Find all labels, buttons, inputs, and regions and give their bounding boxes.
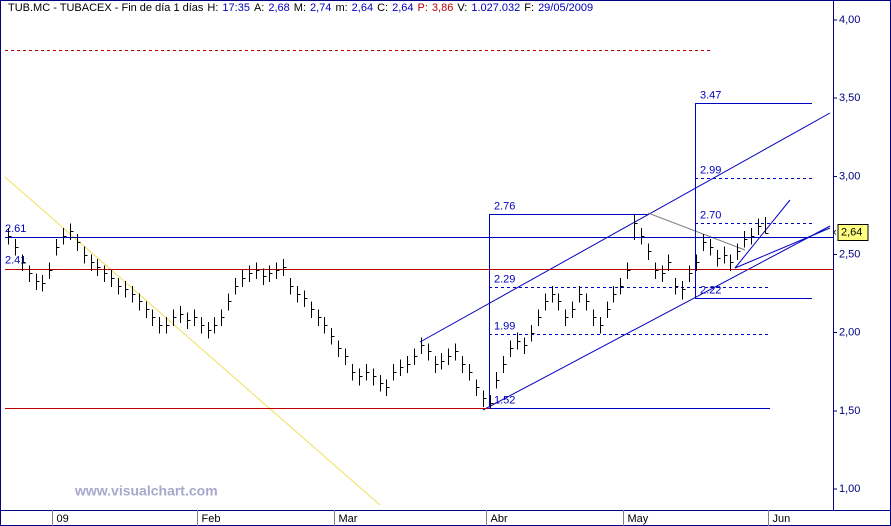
fib-label: 2.99 bbox=[700, 164, 721, 176]
header-part: 3,86 bbox=[431, 2, 454, 14]
y-tick-label: 4,00 bbox=[839, 14, 860, 26]
trend-line bbox=[419, 112, 831, 343]
x-tick-label: May bbox=[628, 513, 649, 525]
x-tick-label: Mar bbox=[339, 513, 358, 525]
trend-line bbox=[647, 212, 746, 251]
header-part: 29/05/2009 bbox=[538, 2, 594, 14]
y-tick-label: 2,50 bbox=[839, 248, 860, 260]
y-tick-label: 2,00 bbox=[839, 327, 860, 339]
header-part: C: bbox=[377, 2, 389, 14]
fib-label: 1.52 bbox=[494, 394, 515, 406]
header-part: H: bbox=[207, 2, 219, 14]
fib-label: 1.99 bbox=[494, 320, 515, 332]
header: TUB.MC - TUBACEX - Fin de día 1 días H: 17… bbox=[8, 2, 597, 14]
trend-line bbox=[734, 227, 831, 269]
header-part: 2,64 bbox=[392, 2, 414, 14]
header-part: 2,64 bbox=[351, 2, 374, 14]
x-tick-label: Abr bbox=[491, 513, 508, 525]
header-part: 2,68 bbox=[268, 2, 290, 14]
trend-line bbox=[4, 176, 381, 506]
header-part: m: bbox=[335, 2, 348, 14]
fib-label: 2.76 bbox=[494, 200, 515, 212]
header-part: 17:35 bbox=[222, 2, 250, 14]
header-part: V: bbox=[457, 2, 468, 14]
trend-line bbox=[482, 225, 831, 411]
last-price-label: 2,64 bbox=[841, 227, 862, 239]
y-tick-label: 1,50 bbox=[839, 405, 860, 417]
level-label: 2.61 bbox=[5, 223, 26, 235]
last-price-arrow: ‹ bbox=[833, 227, 837, 239]
x-tick-label: 09 bbox=[57, 513, 69, 525]
fib-label: 2.70 bbox=[700, 209, 721, 221]
fib-label: 2.29 bbox=[494, 273, 515, 285]
x-tick-label: Feb bbox=[202, 513, 221, 525]
y-tick-label: 3,00 bbox=[839, 170, 860, 182]
last-price-box bbox=[837, 224, 869, 242]
fib-label: 2.22 bbox=[700, 284, 721, 296]
level-label: 2.41 bbox=[5, 255, 26, 267]
header-part: F: bbox=[524, 2, 535, 14]
header-part: 1.027.032 bbox=[471, 2, 521, 14]
y-tick-label: 1,00 bbox=[839, 483, 860, 495]
x-tick-label: Jun bbox=[773, 513, 791, 525]
header-part: TUB.MC - TUBACEX - Fin de día 1 días bbox=[8, 2, 204, 14]
watermark: www.visualchart.com bbox=[74, 483, 218, 499]
header-part: M: bbox=[293, 2, 307, 14]
header-part: A: bbox=[253, 2, 265, 14]
trend-line bbox=[734, 199, 791, 269]
y-tick-label: 3,50 bbox=[839, 92, 860, 104]
fib-label: 3.47 bbox=[700, 89, 721, 101]
header-part: P: bbox=[417, 2, 428, 14]
header-part: 2,74 bbox=[310, 2, 332, 14]
